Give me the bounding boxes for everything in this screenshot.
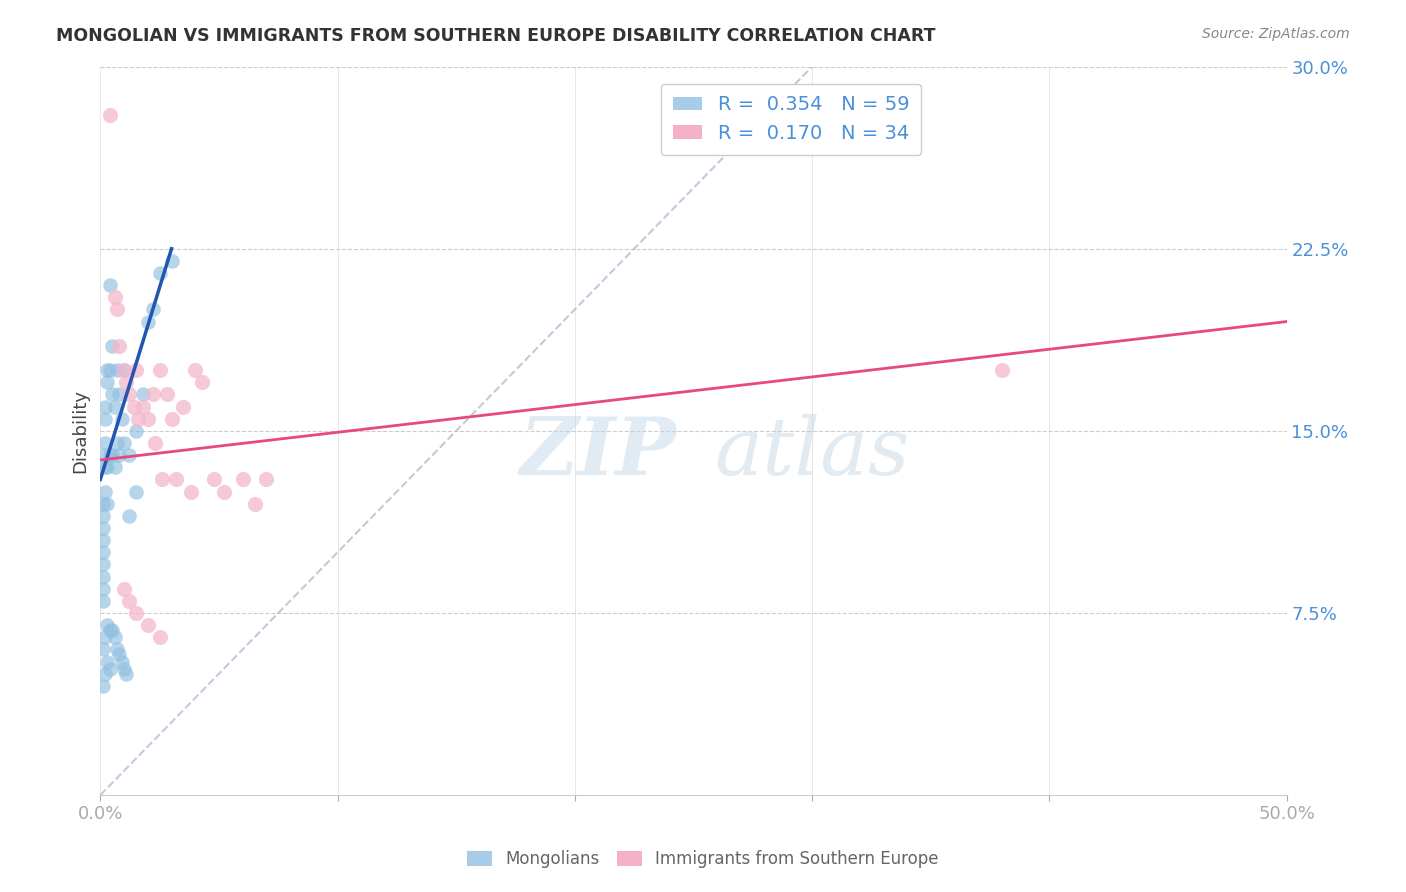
- Point: [101, 387, 124, 401]
- Point: [91, 642, 114, 657]
- Point: [96, 363, 118, 377]
- Point: [160, 411, 183, 425]
- Point: [212, 484, 235, 499]
- Point: [94, 400, 117, 414]
- Point: [101, 623, 124, 637]
- Point: [202, 472, 225, 486]
- Point: [150, 472, 173, 486]
- Point: [94, 411, 117, 425]
- Point: [96, 655, 118, 669]
- Point: [103, 400, 125, 414]
- Point: [160, 253, 183, 268]
- Legend: R =  0.354   N = 59, R =  0.170   N = 34: R = 0.354 N = 59, R = 0.170 N = 34: [661, 84, 921, 154]
- Point: [94, 448, 117, 462]
- Point: [103, 460, 125, 475]
- Point: [179, 484, 201, 499]
- Point: [141, 302, 163, 317]
- Point: [105, 642, 128, 657]
- Point: [98, 662, 121, 676]
- Point: [94, 460, 117, 475]
- Point: [108, 339, 131, 353]
- Point: [108, 387, 131, 401]
- Point: [91, 582, 114, 596]
- Point: [108, 647, 131, 661]
- Text: ZIP: ZIP: [520, 414, 678, 491]
- Point: [115, 376, 138, 390]
- Point: [101, 339, 124, 353]
- Point: [118, 387, 141, 401]
- Point: [96, 460, 118, 475]
- Point: [98, 108, 121, 122]
- Point: [96, 376, 118, 390]
- Point: [243, 497, 266, 511]
- Point: [91, 558, 114, 572]
- Point: [91, 533, 114, 547]
- Point: [91, 569, 114, 583]
- Point: [94, 630, 117, 644]
- Point: [94, 436, 117, 450]
- Point: [112, 662, 135, 676]
- Point: [172, 400, 194, 414]
- Point: [91, 497, 114, 511]
- Point: [191, 376, 214, 390]
- Point: [118, 508, 141, 523]
- Text: Source: ZipAtlas.com: Source: ZipAtlas.com: [1202, 27, 1350, 41]
- Point: [136, 411, 159, 425]
- Point: [91, 545, 114, 559]
- Point: [108, 448, 131, 462]
- Text: MONGOLIAN VS IMMIGRANTS FROM SOUTHERN EUROPE DISABILITY CORRELATION CHART: MONGOLIAN VS IMMIGRANTS FROM SOUTHERN EU…: [56, 27, 936, 45]
- Point: [111, 655, 134, 669]
- Point: [184, 363, 207, 377]
- Point: [991, 363, 1014, 377]
- Point: [111, 411, 134, 425]
- Point: [98, 278, 121, 293]
- Text: atlas: atlas: [714, 414, 910, 491]
- Point: [132, 400, 155, 414]
- Point: [94, 484, 117, 499]
- Point: [91, 594, 114, 608]
- Point: [96, 618, 118, 632]
- Point: [98, 623, 121, 637]
- Point: [105, 363, 128, 377]
- Point: [101, 448, 124, 462]
- Point: [105, 436, 128, 450]
- Point: [136, 314, 159, 328]
- Y-axis label: Disability: Disability: [72, 389, 89, 473]
- Point: [112, 582, 135, 596]
- Point: [96, 497, 118, 511]
- Legend: Mongolians, Immigrants from Southern Europe: Mongolians, Immigrants from Southern Eur…: [461, 844, 945, 875]
- Point: [103, 290, 125, 304]
- Point: [112, 363, 135, 377]
- Point: [122, 400, 145, 414]
- Point: [132, 387, 155, 401]
- Point: [115, 666, 138, 681]
- Point: [254, 472, 277, 486]
- Point: [112, 436, 135, 450]
- Point: [94, 666, 117, 681]
- Point: [125, 606, 148, 620]
- Point: [125, 363, 148, 377]
- Point: [105, 302, 128, 317]
- Point: [136, 618, 159, 632]
- Point: [118, 448, 141, 462]
- Point: [149, 266, 172, 280]
- Point: [143, 436, 166, 450]
- Point: [103, 630, 125, 644]
- Point: [118, 594, 141, 608]
- Point: [125, 484, 148, 499]
- Point: [156, 387, 179, 401]
- Point: [91, 521, 114, 535]
- Point: [98, 448, 121, 462]
- Point: [149, 630, 172, 644]
- Point: [127, 411, 149, 425]
- Point: [91, 508, 114, 523]
- Point: [141, 387, 163, 401]
- Point: [165, 472, 187, 486]
- Point: [91, 679, 114, 693]
- Point: [98, 363, 121, 377]
- Point: [232, 472, 254, 486]
- Point: [112, 363, 135, 377]
- Point: [125, 424, 148, 438]
- Point: [149, 363, 172, 377]
